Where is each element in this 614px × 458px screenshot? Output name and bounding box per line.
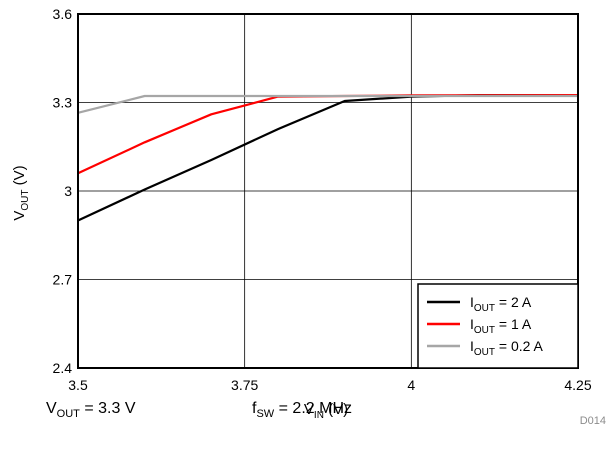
series-line-3 <box>77 94 578 114</box>
series-lines <box>77 93 579 222</box>
vout-condition: VOUT = 3.3 V <box>46 400 136 421</box>
figure-id-label: D014 <box>580 415 606 427</box>
y-tick-label: 2.7 <box>53 272 73 288</box>
legend-label: IOUT = 1 A <box>470 316 532 336</box>
y-tick-label: 2.4 <box>53 360 73 376</box>
x-axis-label: VIN (V) <box>304 401 348 421</box>
series-line-1 <box>77 93 578 222</box>
legend-label: IOUT = 0.2 A <box>470 338 544 358</box>
plot-frame <box>77 13 579 369</box>
legend-box <box>417 283 579 369</box>
tick-labels: 3.5 3.75 4 4.25 2.4 2.7 3 3.3 3.6 <box>53 6 592 393</box>
x-tick-label: 4.25 <box>564 377 591 393</box>
legend-label: IOUT = 2 A <box>470 294 532 314</box>
series-line-2 <box>77 94 579 175</box>
y-tick-label: 3.3 <box>53 95 73 111</box>
x-tick-label: 3.5 <box>68 377 88 393</box>
fsw-condition: fSW = 2.2 MHz <box>252 400 352 421</box>
y-tick-label: 3.6 <box>53 6 73 22</box>
x-tick-label: 3.75 <box>231 377 258 393</box>
x-tick-label: 4 <box>407 377 415 393</box>
y-tick-label: 3 <box>64 183 72 199</box>
y-axis-label: VOUT (V) <box>11 165 31 220</box>
